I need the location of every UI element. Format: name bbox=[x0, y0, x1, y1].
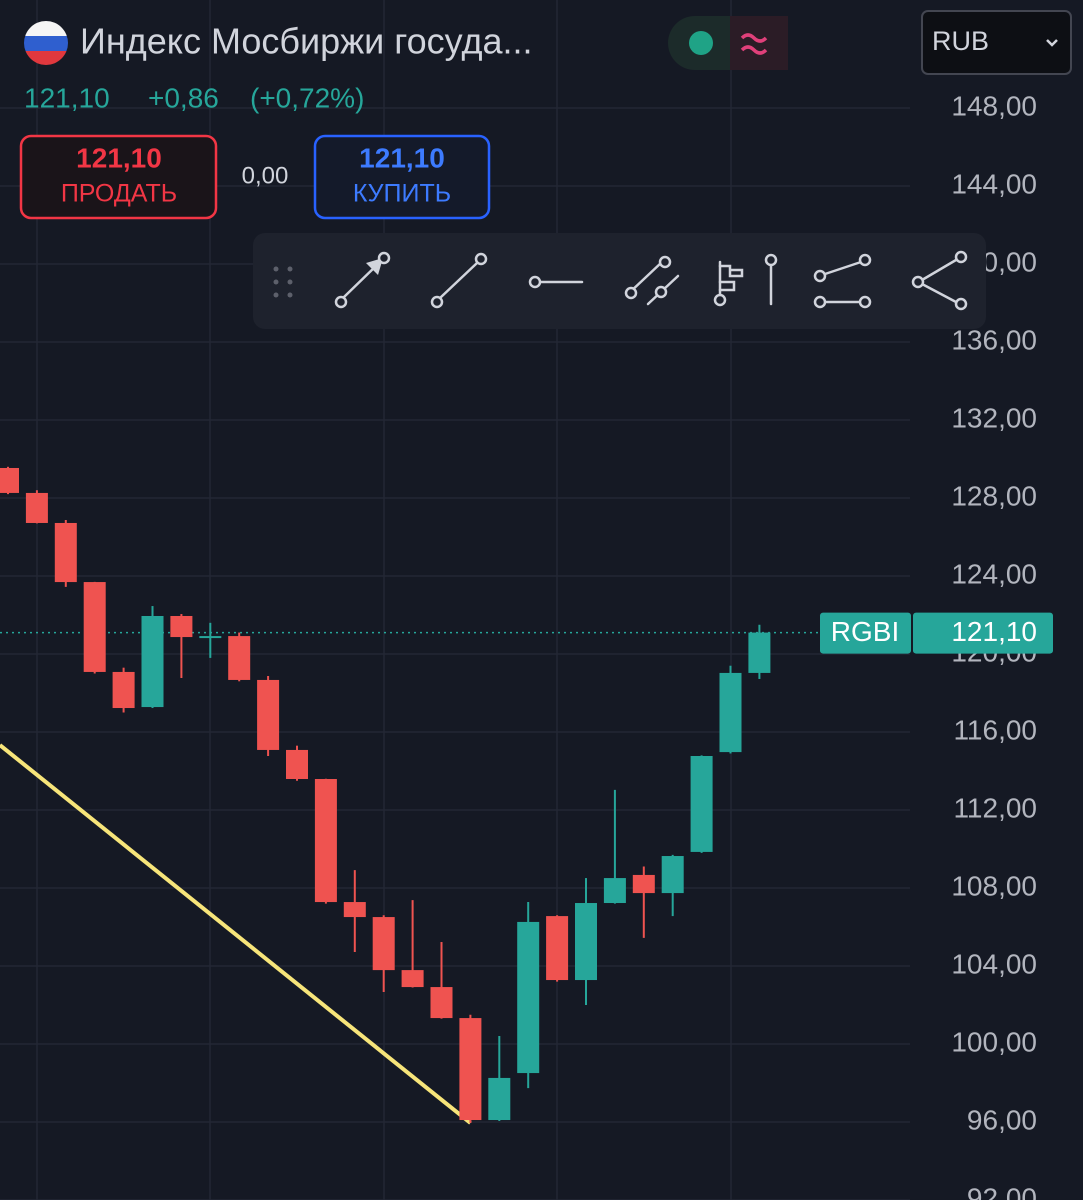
y-tick-label: 116,00 bbox=[953, 714, 1037, 745]
candle-body bbox=[83, 582, 106, 672]
y-tick-label: 144,00 bbox=[951, 168, 1037, 199]
currency: RUB bbox=[932, 26, 989, 56]
candle-body bbox=[430, 987, 453, 1019]
candle-body bbox=[748, 632, 771, 673]
candle-body bbox=[603, 878, 626, 904]
tool-horizontal-ray[interactable] bbox=[528, 275, 584, 289]
candle-body bbox=[0, 467, 19, 493]
candle-body bbox=[228, 636, 251, 680]
candle-body bbox=[343, 902, 366, 918]
y-tick-label: 132,00 bbox=[951, 402, 1037, 433]
instrument-title: Индекс Мосбиржи госуда... bbox=[80, 21, 533, 62]
tool-trend-line[interactable] bbox=[430, 252, 488, 309]
sell-price: 121,10 bbox=[76, 142, 162, 173]
candle-body bbox=[546, 916, 569, 981]
y-tick-label: 136,00 bbox=[951, 324, 1037, 355]
candle-body bbox=[661, 856, 684, 894]
last-price-badge bbox=[913, 612, 1053, 654]
plot bbox=[0, 466, 820, 1125]
candle-body bbox=[575, 903, 597, 981]
symbol-label: RGBI bbox=[831, 616, 899, 647]
flag-icon bbox=[24, 21, 68, 65]
overlay: RGBI 121,10 bbox=[820, 612, 1053, 654]
y-tick-label: 104,00 bbox=[951, 948, 1037, 979]
candle-body bbox=[459, 1018, 482, 1121]
currency-select[interactable] bbox=[921, 10, 1072, 75]
y-tick-label: 128,00 bbox=[951, 480, 1037, 511]
candle-body bbox=[690, 755, 713, 852]
tool-path[interactable] bbox=[813, 253, 872, 309]
symbol-badge bbox=[820, 612, 911, 654]
candle-body bbox=[25, 492, 48, 523]
buy-label: КУПИТЬ bbox=[353, 180, 451, 208]
tool-fib[interactable] bbox=[713, 253, 778, 307]
last-price-label: 121,10 bbox=[951, 616, 1037, 647]
candle-body bbox=[401, 970, 424, 988]
candle-body bbox=[257, 679, 280, 750]
candle-body bbox=[141, 615, 164, 708]
delayed-icon bbox=[740, 33, 768, 55]
last-price: 121,10 bbox=[24, 82, 110, 113]
y-tick-label: 100,00 bbox=[951, 1026, 1037, 1057]
dropdown-arrow bbox=[1046, 39, 1058, 47]
candle-body bbox=[719, 672, 742, 753]
sell-button[interactable] bbox=[19, 134, 218, 220]
candle-body bbox=[314, 779, 337, 903]
status-pill-right bbox=[730, 16, 788, 70]
tool-parallel-channel[interactable] bbox=[624, 255, 680, 306]
candle-body bbox=[54, 522, 77, 583]
y-tick-label: 148,00 bbox=[951, 90, 1037, 121]
market-open-dot bbox=[689, 31, 713, 55]
y-tick-label: 108,00 bbox=[951, 870, 1037, 901]
toolbar-bg bbox=[253, 233, 986, 329]
candle-body bbox=[632, 874, 655, 894]
drawing-toolbar bbox=[253, 233, 986, 329]
candle-body bbox=[286, 749, 308, 780]
spread: 0,00 bbox=[242, 162, 289, 189]
sell-label: ПРОДАТЬ bbox=[61, 180, 177, 208]
buy-price: 121,10 bbox=[359, 142, 445, 173]
candle-body bbox=[517, 921, 540, 1074]
price-change: +0,86 bbox=[148, 82, 219, 113]
y-tick-label: 112,00 bbox=[953, 792, 1037, 823]
tool-triangle[interactable] bbox=[911, 250, 968, 311]
candle-body bbox=[372, 917, 395, 971]
y-tick-label: 124,00 bbox=[951, 558, 1037, 589]
header: Индекс Мосбиржи госуда... RUB 121,10 +0,… bbox=[19, 10, 1072, 220]
drag-handle[interactable] bbox=[273, 266, 293, 298]
buy-button[interactable] bbox=[313, 134, 491, 220]
trend-line bbox=[0, 743, 472, 1125]
y-tick-label: 92,00 bbox=[967, 1182, 1037, 1200]
candle-body bbox=[488, 1077, 511, 1121]
price-axis: 92,00 96,00 100,00 104,00 108,00 112,00 116,00… bbox=[951, 90, 1037, 1200]
y-tick-label: 96,00 bbox=[967, 1104, 1037, 1135]
candle-body bbox=[170, 615, 193, 638]
tool-arrow[interactable] bbox=[334, 251, 391, 309]
price-change-pct: (+0,72%) bbox=[250, 82, 364, 113]
candle-body bbox=[112, 671, 135, 709]
candle-body bbox=[199, 636, 222, 639]
